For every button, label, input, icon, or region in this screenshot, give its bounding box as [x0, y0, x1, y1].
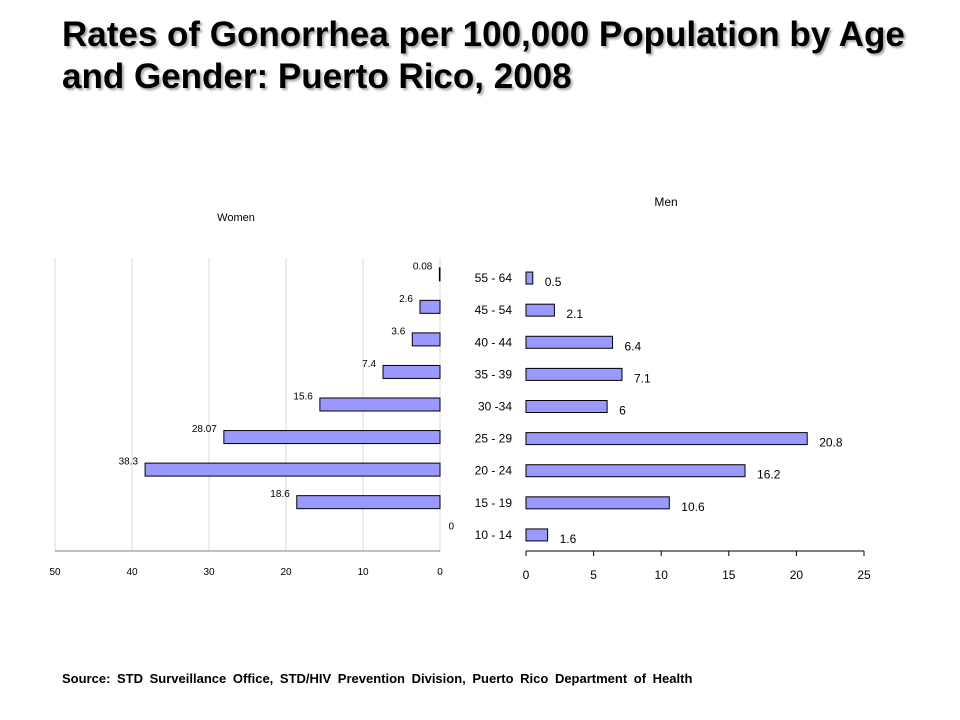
age-group-label: 15 - 19	[475, 496, 513, 510]
men-data-label: 20.8	[819, 436, 843, 450]
women-bar	[411, 332, 441, 347]
men-bar	[525, 367, 623, 381]
women-data-label: 7.4	[362, 359, 376, 370]
men-bar	[525, 271, 534, 285]
age-group-label: 35 - 39	[475, 367, 513, 381]
men-bar	[525, 432, 808, 446]
women-data-label: 28.07	[192, 424, 217, 435]
men-x-tick-label: 10	[655, 568, 669, 582]
women-data-label: 3.6	[391, 326, 405, 337]
women-bar	[144, 462, 441, 477]
women-bar	[296, 495, 441, 510]
women-plot-area: 0 10 20 30 40 50 0 18.6 38.3 28.07 15.6 7.4 3.6 2.6 0.…	[49, 258, 454, 578]
men-bar	[525, 400, 608, 413]
women-bar	[319, 397, 441, 412]
age-group-label: 40 - 44	[475, 335, 513, 349]
men-data-label: 0.5	[545, 275, 562, 289]
men-plot-area: 0 5 10 15 20 25 1.6 10 - 14 10.6 15 - 19 16.2 20 - …	[475, 271, 871, 582]
women-bar	[419, 299, 441, 314]
source-note: Source: STD Surveillance Office, STD/HIV…	[62, 671, 693, 686]
men-data-label: 1.6	[560, 532, 577, 546]
men-data-label: 6.4	[625, 339, 642, 353]
men-bar	[525, 496, 670, 510]
women-data-label: 0.08	[413, 261, 433, 272]
women-bar	[382, 364, 441, 379]
men-data-label: 7.1	[634, 371, 651, 385]
men-bar	[525, 303, 555, 317]
page-title: Rates of Gonorrhea per 100,000 Populatio…	[62, 15, 905, 96]
women-data-label: 2.6	[399, 294, 413, 305]
women-x-tick-label: 40	[126, 567, 138, 578]
women-x-tick-label: 30	[203, 567, 215, 578]
men-bar	[525, 464, 746, 478]
women-data-label: 18.6	[270, 489, 290, 500]
men-bar	[525, 528, 549, 542]
men-data-label: 10.6	[681, 500, 705, 514]
women-x-tick-label: 20	[280, 567, 292, 578]
age-group-label: 30 -34	[478, 400, 512, 414]
men-x-tick-label: 15	[722, 568, 736, 582]
age-group-label: 20 - 24	[475, 464, 513, 478]
men-x-tick-label: 0	[523, 568, 530, 582]
men-data-label: 2.1	[566, 307, 583, 321]
women-bar	[438, 267, 441, 282]
men-x-tick-label: 25	[857, 568, 871, 582]
age-group-label: 55 - 64	[475, 271, 513, 285]
age-group-label: 25 - 29	[475, 432, 513, 446]
women-data-label: 15.6	[293, 392, 313, 403]
women-data-label: 38.3	[119, 457, 139, 468]
men-bar	[525, 335, 614, 349]
men-x-tick-label: 20	[790, 568, 804, 582]
women-bar	[223, 430, 441, 445]
women-x-tick-label: 0	[437, 567, 443, 578]
women-data-label: 0	[448, 522, 454, 533]
age-group-label: 10 - 14	[475, 528, 513, 542]
men-chart-title: Men	[654, 195, 677, 209]
men-data-label: 6	[619, 404, 626, 418]
men-x-tick-label: 5	[590, 568, 597, 582]
women-x-tick-label: 50	[49, 567, 61, 578]
age-group-label: 45 - 54	[475, 303, 513, 317]
women-x-tick-label: 10	[357, 567, 369, 578]
men-data-label: 16.2	[757, 468, 781, 482]
women-chart-title: Women	[217, 212, 255, 224]
